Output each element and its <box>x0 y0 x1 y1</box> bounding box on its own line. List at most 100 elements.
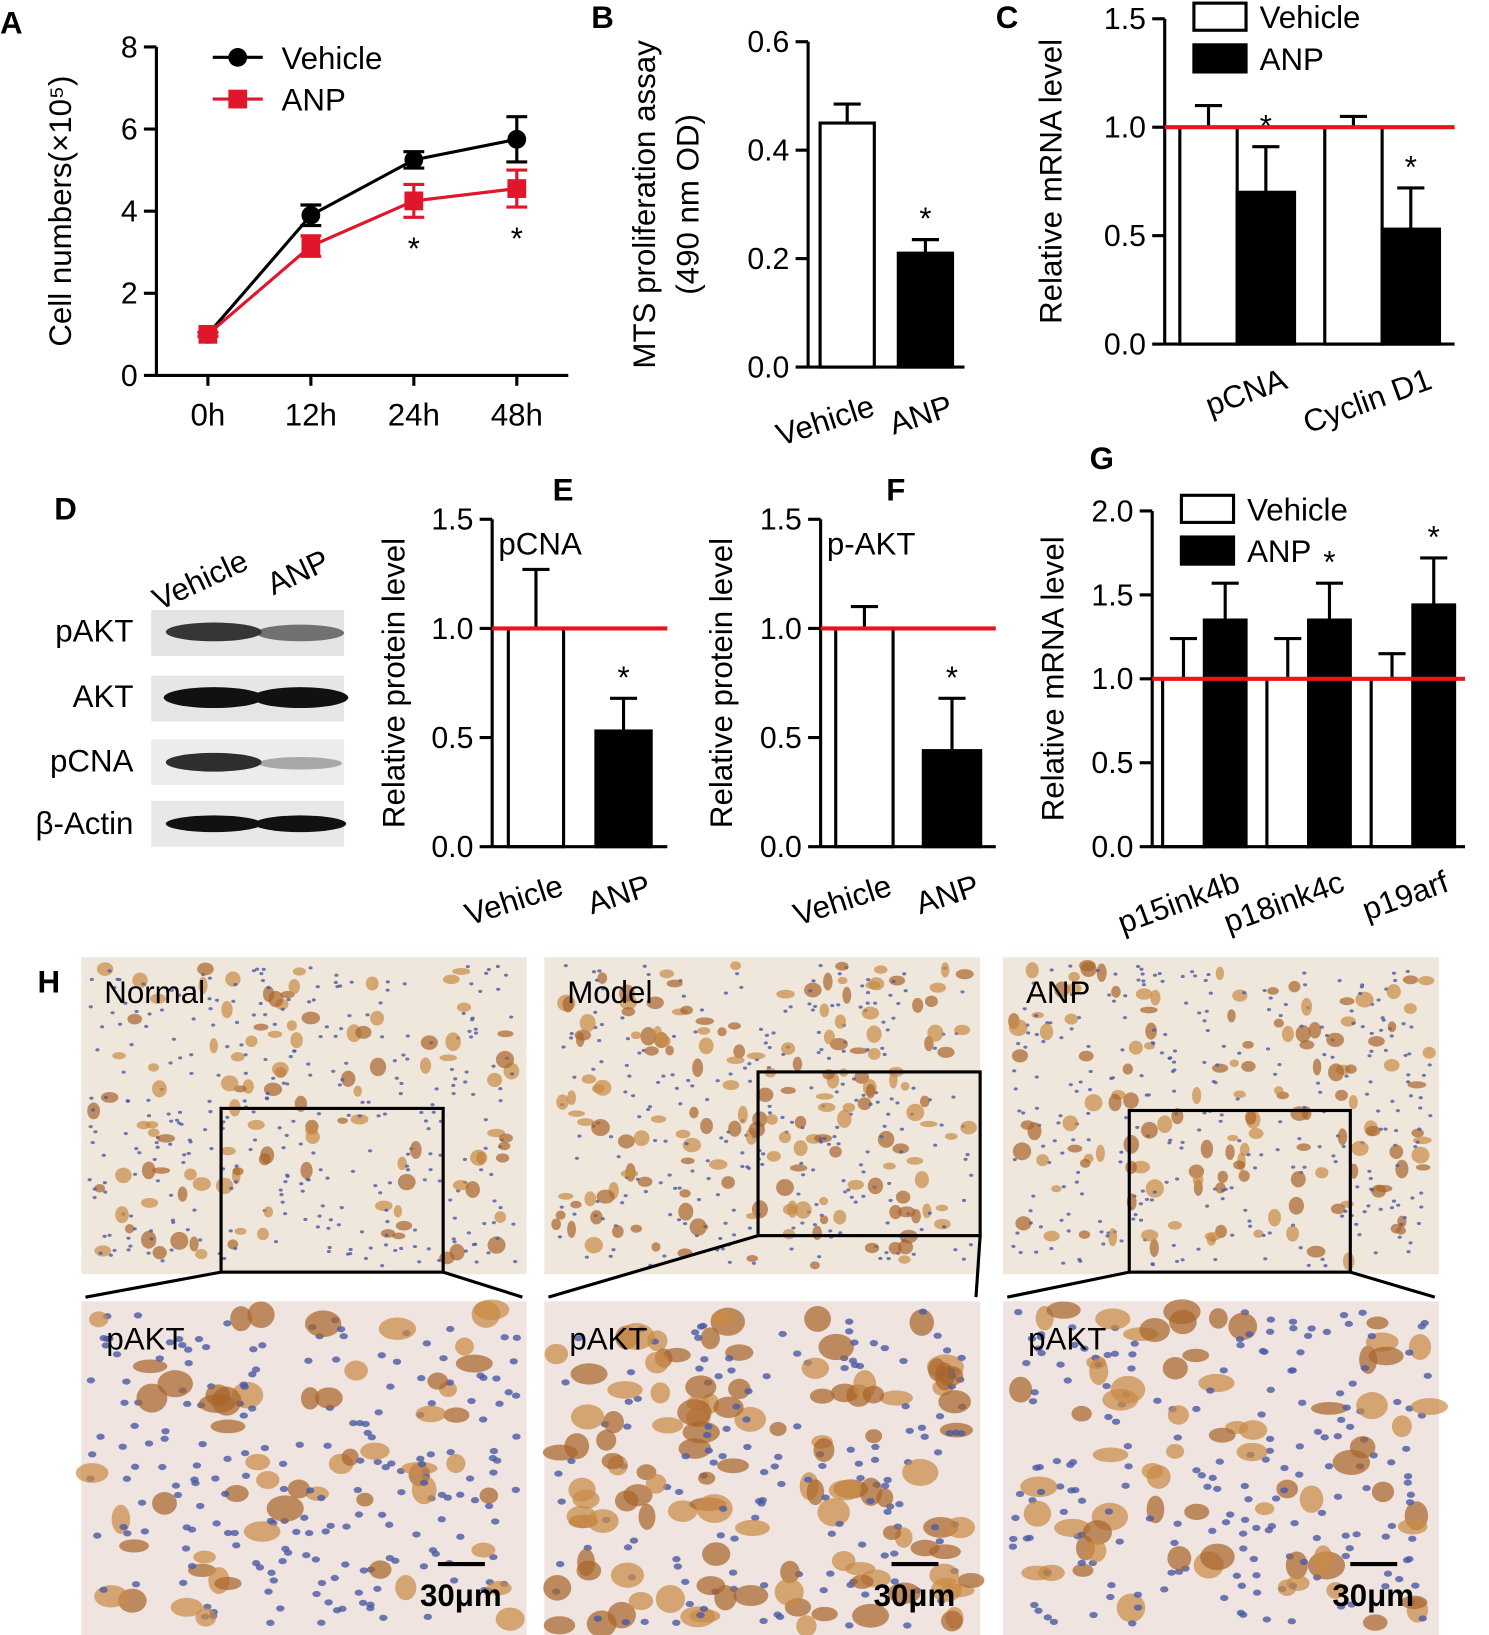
nucleus <box>221 1490 230 1497</box>
nucleus <box>384 1208 389 1212</box>
stained-cell <box>442 974 460 985</box>
stained-cell <box>666 979 683 988</box>
nucleus <box>740 1151 745 1155</box>
stained-cell <box>789 1164 808 1172</box>
nucleus <box>951 1429 961 1436</box>
stained-cell <box>141 1230 157 1249</box>
stained-cell <box>900 1081 910 1091</box>
nucleus <box>1403 1479 1412 1486</box>
nucleus <box>1367 1169 1372 1173</box>
nucleus <box>462 1157 467 1162</box>
stained-cell <box>847 1179 864 1190</box>
nucleus <box>1059 1508 1069 1516</box>
nucleus <box>384 1233 389 1237</box>
nucleus <box>780 1115 785 1120</box>
nucleus <box>1368 1177 1373 1181</box>
nucleus <box>611 1248 616 1252</box>
nucleus <box>751 1514 760 1521</box>
nucleus <box>203 1128 208 1132</box>
nucleus <box>1196 1247 1201 1251</box>
nucleus <box>191 1017 196 1021</box>
nucleus <box>277 1126 282 1130</box>
nucleus <box>1320 1434 1329 1441</box>
nucleus <box>453 1077 458 1081</box>
nucleus <box>185 1228 190 1232</box>
nucleus <box>953 1248 958 1252</box>
stained-cell <box>938 1390 971 1414</box>
error-bar <box>833 102 861 124</box>
nucleus <box>306 1487 315 1494</box>
nucleus <box>381 1463 390 1471</box>
row-label: β-Actin <box>36 806 134 841</box>
stained-cell <box>570 1363 608 1385</box>
stained-cell <box>1116 1593 1146 1623</box>
stained-cell <box>1062 1115 1079 1132</box>
stained-cell <box>1236 1442 1268 1462</box>
nucleus <box>718 1236 723 1241</box>
nucleus <box>818 1462 827 1470</box>
nucleus <box>1280 1464 1289 1472</box>
stained-cell <box>865 1429 883 1444</box>
nucleus <box>255 967 260 971</box>
nucleus <box>385 1521 394 1528</box>
error-bar <box>850 605 878 629</box>
stained-cell <box>812 1225 823 1240</box>
nucleus <box>339 1206 344 1210</box>
stained-cell <box>717 1027 727 1037</box>
nucleus <box>616 1155 621 1159</box>
nucleus <box>837 972 842 976</box>
bar <box>1265 677 1311 849</box>
nucleus <box>811 979 816 983</box>
nucleus <box>623 1544 633 1551</box>
stained-cell <box>1301 997 1313 1016</box>
nucleus <box>883 1508 892 1515</box>
error-bar <box>1169 636 1198 679</box>
nucleus <box>456 1491 465 1498</box>
nucleus <box>483 1118 488 1122</box>
nucleus <box>451 1237 456 1241</box>
nucleus <box>311 1556 320 1563</box>
nucleus <box>561 1045 566 1049</box>
stained-cell <box>420 1035 438 1050</box>
nucleus <box>103 1095 109 1099</box>
nucleus <box>417 1461 427 1468</box>
section-label: ANP <box>1026 975 1090 1010</box>
nucleus <box>363 1256 369 1261</box>
nucleus <box>1337 979 1342 983</box>
nucleus <box>1034 1033 1039 1037</box>
nucleus <box>814 1202 819 1207</box>
stained-cell <box>650 1115 667 1123</box>
nucleus <box>809 1086 814 1090</box>
nucleus <box>324 1599 333 1606</box>
stained-cell <box>737 1105 748 1124</box>
nucleus <box>1110 1350 1120 1357</box>
stained-cell <box>555 1210 566 1220</box>
nucleus <box>1140 1189 1145 1193</box>
stained-cell <box>230 1052 245 1062</box>
stained-cell <box>938 1365 964 1387</box>
section-label: Normal <box>104 975 205 1010</box>
nucleus <box>1202 1060 1207 1064</box>
nucleus <box>241 1472 251 1479</box>
nucleus <box>308 1073 313 1077</box>
nucleus <box>1419 1205 1424 1209</box>
nucleus <box>192 1208 197 1212</box>
nucleus <box>1344 1074 1349 1078</box>
blot-band <box>252 687 349 709</box>
stained-cell <box>305 1126 318 1136</box>
nucleus <box>367 1434 376 1441</box>
nucleus <box>1153 1397 1162 1404</box>
blot-band <box>165 752 262 772</box>
nucleus <box>144 1440 154 1447</box>
stained-cell <box>566 1505 597 1527</box>
stained-cell <box>494 1211 507 1223</box>
stained-cell <box>100 1091 119 1103</box>
nucleus <box>872 1001 878 1005</box>
nucleus <box>673 1563 683 1570</box>
stained-cell <box>1290 1171 1306 1188</box>
nucleus <box>933 1332 942 1339</box>
stained-cell <box>271 1062 289 1077</box>
nucleus <box>486 967 491 972</box>
nucleus <box>1322 1328 1332 1336</box>
nucleus <box>373 1184 378 1188</box>
